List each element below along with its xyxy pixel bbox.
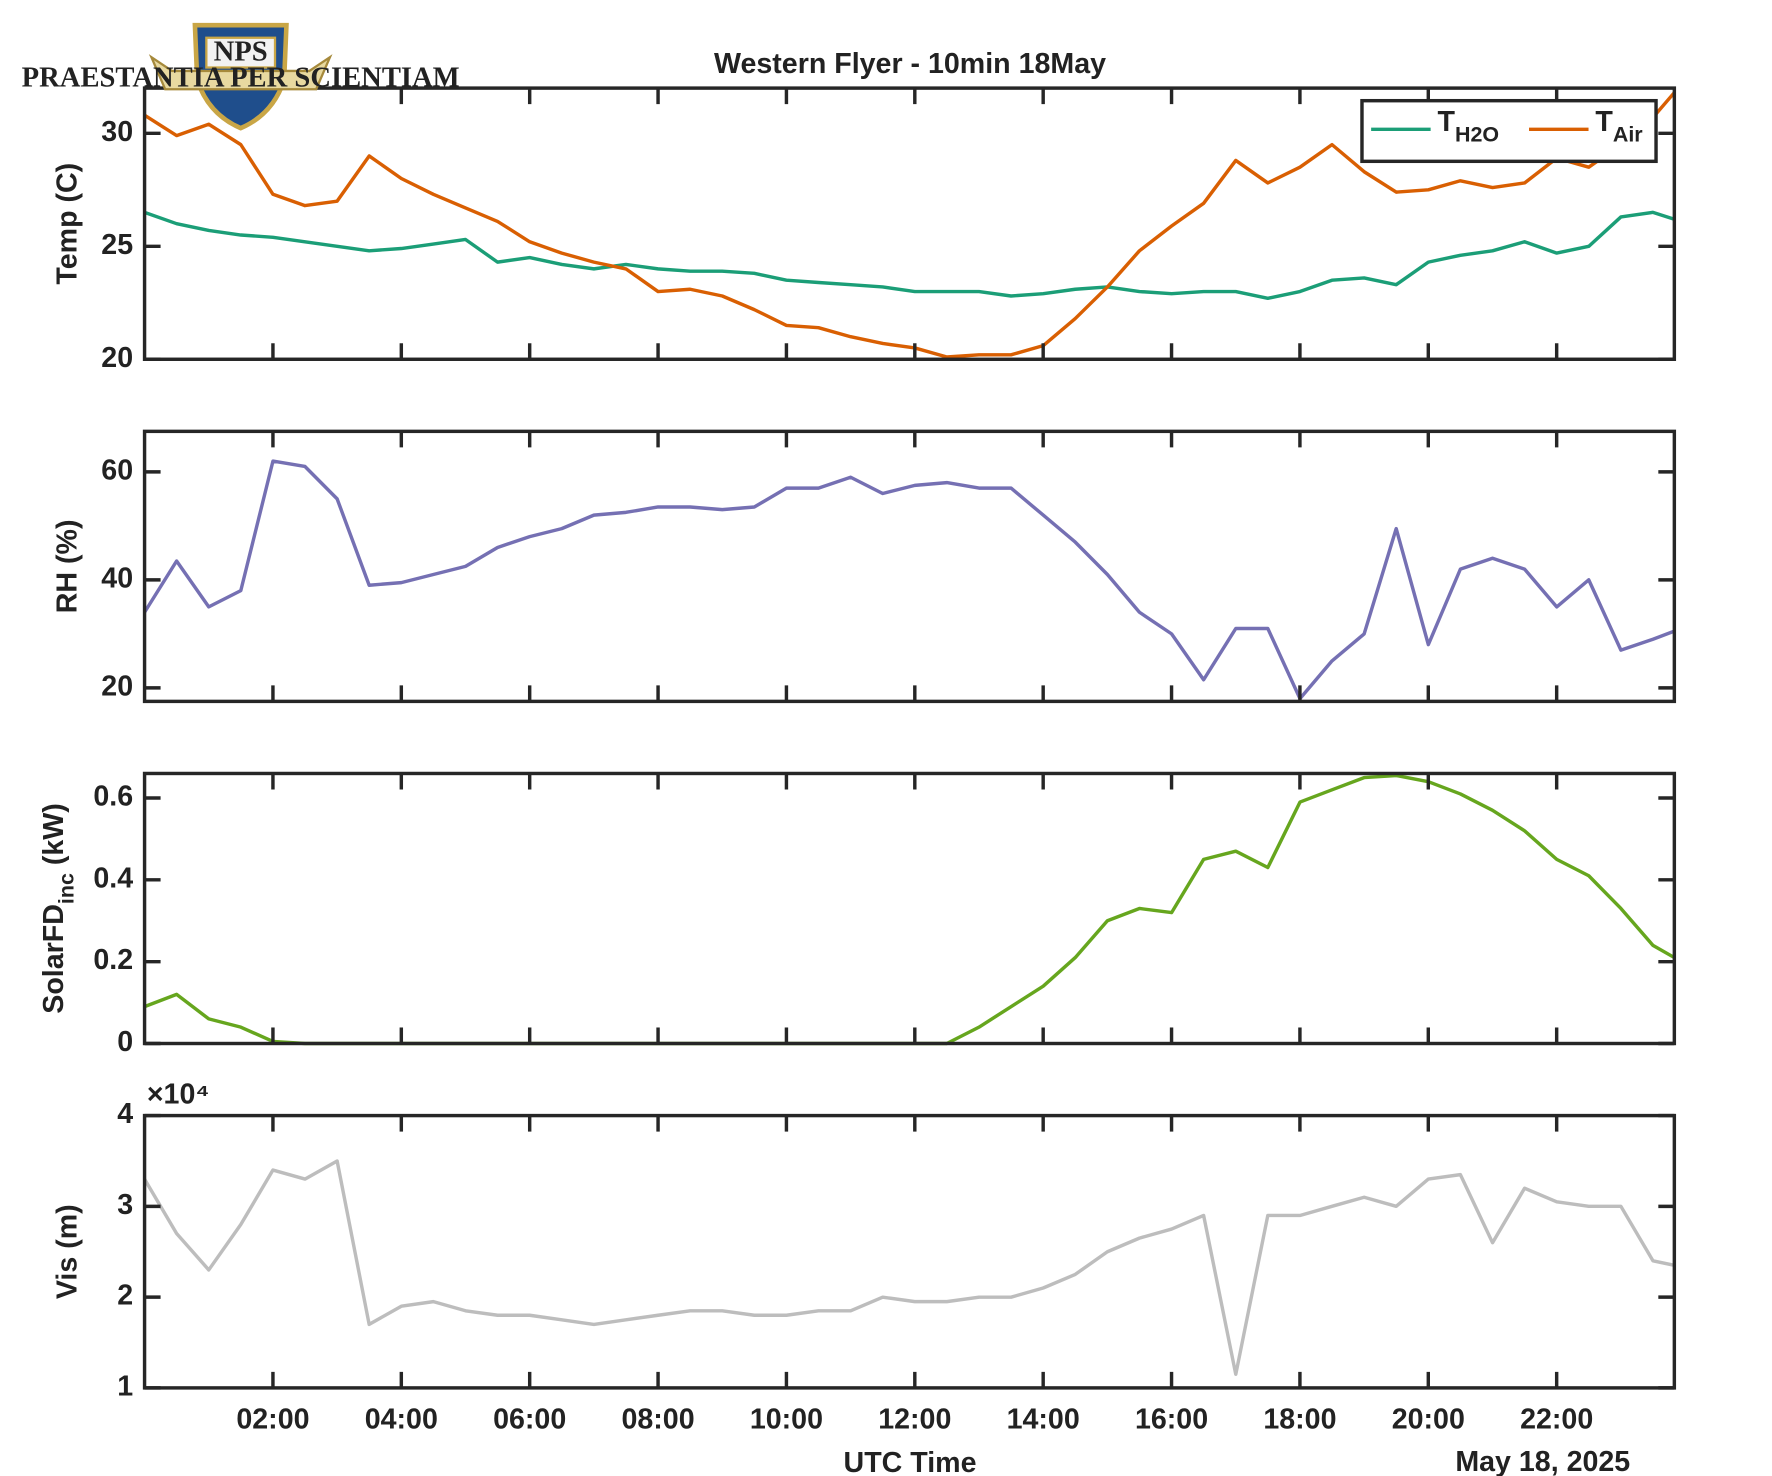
y-tick-label: 4	[117, 1098, 133, 1130]
date-label: May 18, 2025	[1455, 1446, 1630, 1476]
axes-box	[142, 86, 1677, 361]
plot-area	[143, 459, 1675, 701]
y-tick-label: 0.4	[93, 862, 133, 894]
legend-box	[1360, 98, 1658, 164]
y-axis-label: Temp (C)	[52, 163, 84, 285]
y-tick-label: 25	[101, 229, 133, 261]
axes-box	[142, 429, 1677, 704]
x-tick-label: 14:00	[1007, 1404, 1080, 1436]
y-tick-label: 60	[101, 454, 133, 486]
y-multiplier: ×10⁴	[147, 1079, 210, 1111]
data-line	[143, 459, 1675, 701]
y-tick-label: 40	[101, 562, 133, 594]
x-tick-label: 08:00	[621, 1404, 694, 1436]
x-tick-label: 16:00	[1135, 1404, 1208, 1436]
y-tick-label: 20	[101, 342, 133, 374]
axes-box	[142, 1113, 1677, 1390]
y-tick-label: 0.2	[93, 944, 133, 976]
chart-title: Western Flyer - 10min 18May	[714, 48, 1106, 80]
legend: TH2O TAir	[1360, 98, 1658, 164]
x-tick-label: 20:00	[1392, 1404, 1465, 1436]
y-tick-label: 20	[101, 670, 133, 702]
y-tick-label: 0.6	[93, 781, 133, 813]
y-tick-label: 3	[117, 1189, 133, 1221]
x-tick-label: 04:00	[365, 1404, 438, 1436]
logo-plate	[205, 36, 277, 69]
logo-text: NPS	[214, 36, 268, 67]
plot-area	[143, 1159, 1675, 1376]
x-tick-label: 12:00	[878, 1404, 951, 1436]
data-line	[143, 210, 1675, 301]
logo-motto: PRAESTANTIA PER SCIENTIAM	[22, 63, 460, 94]
x-tick-label: 06:00	[493, 1404, 566, 1436]
y-tick-label: 2	[117, 1280, 133, 1312]
x-tick-label: 02:00	[236, 1404, 309, 1436]
logo-banner	[148, 54, 333, 91]
y-tick-label: 0	[117, 1026, 133, 1058]
x-tick-label: 18:00	[1263, 1404, 1336, 1436]
x-tick-label: 22:00	[1520, 1404, 1593, 1436]
data-line	[143, 1159, 1675, 1376]
y-axis-label: RH (%)	[52, 520, 84, 614]
y-axis-label: Vis (m)	[52, 1204, 84, 1299]
y-tick-label: 30	[101, 116, 133, 148]
axes-box	[142, 771, 1677, 1046]
x-axis-label: UTC Time	[844, 1447, 977, 1476]
y-tick-label: 1	[117, 1370, 133, 1402]
x-tick-label: 10:00	[750, 1404, 823, 1436]
